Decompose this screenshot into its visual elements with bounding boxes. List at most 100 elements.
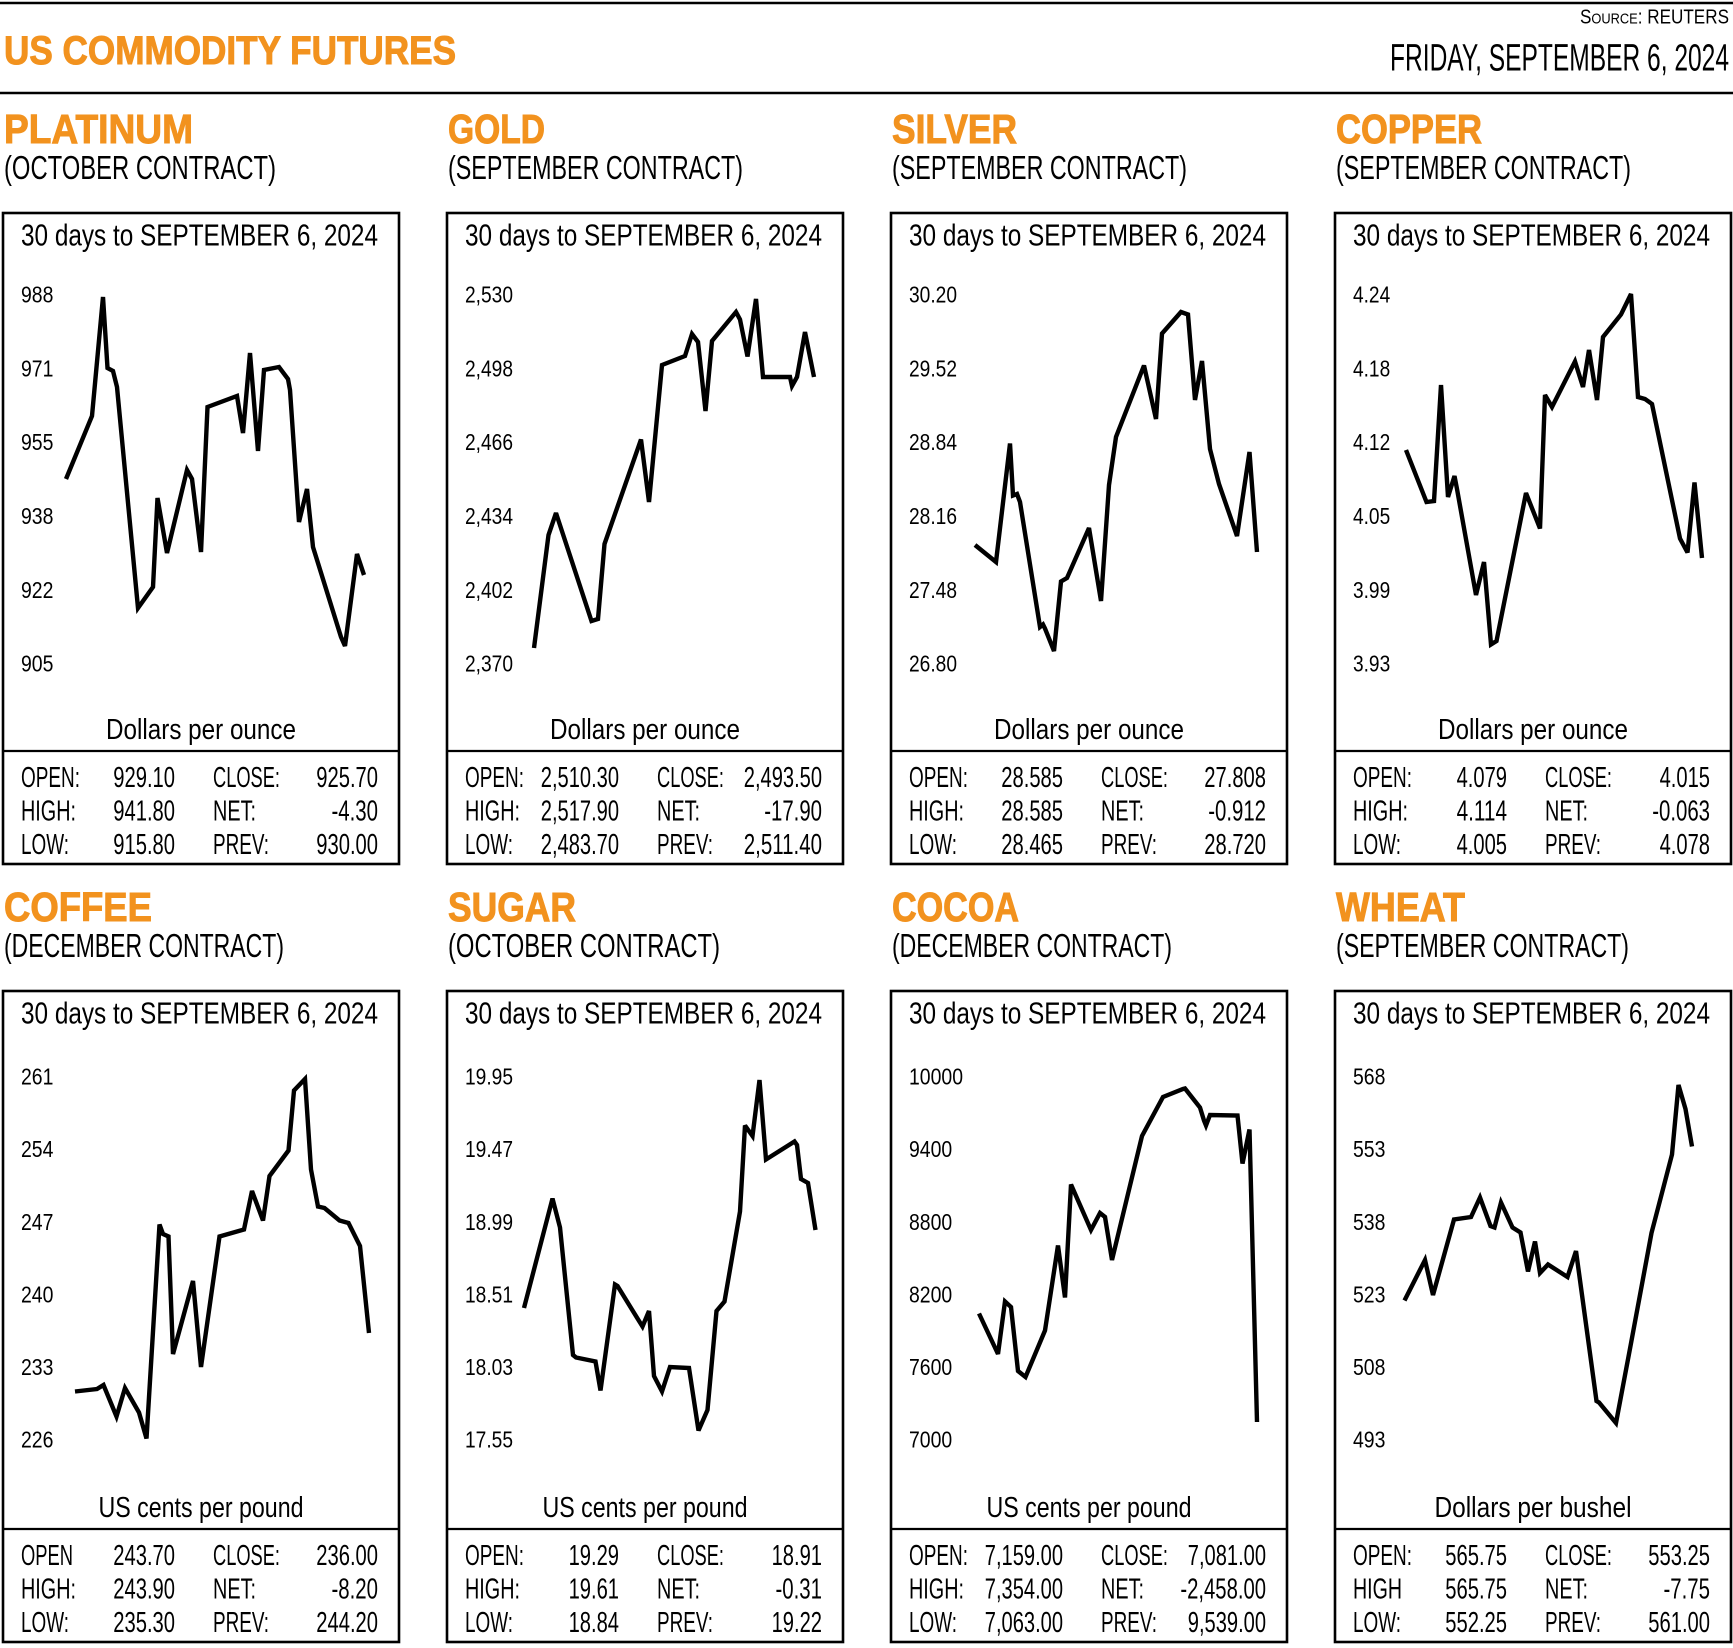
svg-text:4.18: 4.18 <box>1353 355 1390 381</box>
svg-text:COPPER: COPPER <box>1336 106 1482 152</box>
svg-text:915.80: 915.80 <box>113 829 175 861</box>
svg-text:Dollars per ounce: Dollars per ounce <box>106 714 296 746</box>
svg-text:236.00: 236.00 <box>316 1540 378 1572</box>
svg-text:COCOA: COCOA <box>892 884 1019 930</box>
svg-text:Dollars per ounce: Dollars per ounce <box>550 714 740 746</box>
svg-text:7,063.00: 7,063.00 <box>985 1607 1063 1639</box>
svg-text:(SEPTEMBER CONTRACT): (SEPTEMBER CONTRACT) <box>448 149 743 186</box>
svg-text:30 days to SEPTEMBER 6, 2024: 30 days to SEPTEMBER 6, 2024 <box>909 219 1266 253</box>
svg-text:PLATINUM: PLATINUM <box>4 106 193 152</box>
svg-text:28.720: 28.720 <box>1204 829 1266 861</box>
svg-text:LOW:: LOW: <box>909 1607 957 1639</box>
svg-text:(SEPTEMBER CONTRACT): (SEPTEMBER CONTRACT) <box>1336 149 1631 186</box>
svg-text:PREV:: PREV: <box>1545 829 1601 861</box>
svg-text:NET:: NET: <box>657 1574 700 1606</box>
svg-text:-0.063: -0.063 <box>1652 796 1710 828</box>
svg-text:2,510.30: 2,510.30 <box>541 762 619 794</box>
svg-text:NET:: NET: <box>213 1574 256 1606</box>
svg-text:247: 247 <box>21 1209 53 1235</box>
svg-text:PREV:: PREV: <box>213 829 269 861</box>
svg-text:19.47: 19.47 <box>465 1136 513 1162</box>
svg-text:8800: 8800 <box>909 1209 952 1235</box>
svg-text:2,517.90: 2,517.90 <box>541 796 619 828</box>
svg-text:4.005: 4.005 <box>1457 829 1507 861</box>
svg-text:CLOSE:: CLOSE: <box>657 762 724 794</box>
svg-text:4.078: 4.078 <box>1660 829 1710 861</box>
svg-text:29.52: 29.52 <box>909 355 957 381</box>
svg-text:3.99: 3.99 <box>1353 577 1390 603</box>
svg-text:-7.75: -7.75 <box>1664 1574 1711 1606</box>
svg-text:27.808: 27.808 <box>1204 762 1266 794</box>
svg-text:-4.30: -4.30 <box>332 796 379 828</box>
svg-text:19.29: 19.29 <box>569 1540 619 1572</box>
svg-text:FRIDAY, SEPTEMBER 6, 2024: FRIDAY, SEPTEMBER 6, 2024 <box>1390 38 1729 80</box>
svg-text:2,511.40: 2,511.40 <box>744 829 822 861</box>
svg-text:CLOSE:: CLOSE: <box>657 1540 724 1572</box>
svg-text:9400: 9400 <box>909 1136 952 1162</box>
svg-text:-17.90: -17.90 <box>764 796 822 828</box>
svg-text:CLOSE:: CLOSE: <box>213 762 280 794</box>
svg-text:NET:: NET: <box>1545 796 1588 828</box>
svg-text:OPEN:: OPEN: <box>909 762 968 794</box>
svg-text:18.99: 18.99 <box>465 1209 513 1235</box>
svg-text:938: 938 <box>21 503 53 529</box>
svg-text:2,483.70: 2,483.70 <box>541 829 619 861</box>
svg-text:18.84: 18.84 <box>569 1607 619 1639</box>
svg-text:OPEN:: OPEN: <box>465 762 524 794</box>
svg-text:4.015: 4.015 <box>1660 762 1710 794</box>
svg-text:OPEN:: OPEN: <box>1353 762 1412 794</box>
svg-text:WHEAT: WHEAT <box>1336 884 1465 930</box>
svg-text:SUGAR: SUGAR <box>448 884 576 930</box>
svg-text:18.91: 18.91 <box>772 1540 822 1572</box>
svg-text:538: 538 <box>1353 1209 1385 1235</box>
svg-text:(SEPTEMBER CONTRACT): (SEPTEMBER CONTRACT) <box>892 149 1187 186</box>
svg-text:30 days to SEPTEMBER 6, 2024: 30 days to SEPTEMBER 6, 2024 <box>1353 219 1710 253</box>
svg-text:Dollars per ounce: Dollars per ounce <box>1438 714 1628 746</box>
svg-text:493: 493 <box>1353 1427 1385 1453</box>
svg-text:(SEPTEMBER CONTRACT): (SEPTEMBER CONTRACT) <box>1336 927 1629 964</box>
svg-text:COFFEE: COFFEE <box>4 884 152 930</box>
svg-text:941.80: 941.80 <box>113 796 175 828</box>
svg-text:US cents per pound: US cents per pound <box>543 1492 748 1524</box>
svg-text:SOURCE: REUTERS: SOURCE: REUTERS <box>1580 7 1729 29</box>
svg-text:NET:: NET: <box>213 796 256 828</box>
svg-text:(OCTOBER CONTRACT): (OCTOBER CONTRACT) <box>4 149 276 186</box>
svg-text:US cents per pound: US cents per pound <box>987 1492 1192 1524</box>
svg-text:HIGH:: HIGH: <box>21 796 76 828</box>
svg-text:LOW:: LOW: <box>465 829 513 861</box>
svg-text:18.51: 18.51 <box>465 1281 513 1307</box>
svg-text:OPEN:: OPEN: <box>1353 1540 1412 1572</box>
svg-text:LOW:: LOW: <box>465 1607 513 1639</box>
svg-text:929.10: 929.10 <box>113 762 175 794</box>
svg-text:LOW:: LOW: <box>1353 1607 1401 1639</box>
svg-text:7,081.00: 7,081.00 <box>1188 1540 1266 1572</box>
svg-text:CLOSE:: CLOSE: <box>1545 762 1612 794</box>
svg-text:PREV:: PREV: <box>657 1607 713 1639</box>
svg-text:9,539.00: 9,539.00 <box>1188 1607 1266 1639</box>
svg-text:PREV:: PREV: <box>213 1607 269 1639</box>
svg-text:8200: 8200 <box>909 1281 952 1307</box>
svg-text:553: 553 <box>1353 1136 1385 1162</box>
svg-text:28.84: 28.84 <box>909 429 957 455</box>
svg-text:7,159.00: 7,159.00 <box>985 1540 1063 1572</box>
svg-text:7000: 7000 <box>909 1427 952 1453</box>
svg-text:(DECEMBER CONTRACT): (DECEMBER CONTRACT) <box>4 927 284 964</box>
svg-text:565.75: 565.75 <box>1445 1574 1507 1606</box>
svg-text:240: 240 <box>21 1281 53 1307</box>
svg-text:PREV:: PREV: <box>1101 829 1157 861</box>
svg-text:PREV:: PREV: <box>1545 1607 1601 1639</box>
svg-text:988: 988 <box>21 282 53 308</box>
svg-text:HIGH:: HIGH: <box>465 1574 520 1606</box>
svg-text:US COMMODITY FUTURES: US COMMODITY FUTURES <box>4 29 456 73</box>
svg-text:2,434: 2,434 <box>465 503 513 529</box>
svg-text:553.25: 553.25 <box>1648 1540 1710 1572</box>
svg-text:18.03: 18.03 <box>465 1354 513 1380</box>
svg-text:19.95: 19.95 <box>465 1064 513 1090</box>
svg-text:(OCTOBER CONTRACT): (OCTOBER CONTRACT) <box>448 927 720 964</box>
svg-text:19.61: 19.61 <box>569 1574 619 1606</box>
svg-text:LOW:: LOW: <box>1353 829 1401 861</box>
svg-text:243.70: 243.70 <box>113 1540 175 1572</box>
svg-text:PREV:: PREV: <box>657 829 713 861</box>
svg-text:244.20: 244.20 <box>316 1607 378 1639</box>
svg-text:930.00: 930.00 <box>316 829 378 861</box>
